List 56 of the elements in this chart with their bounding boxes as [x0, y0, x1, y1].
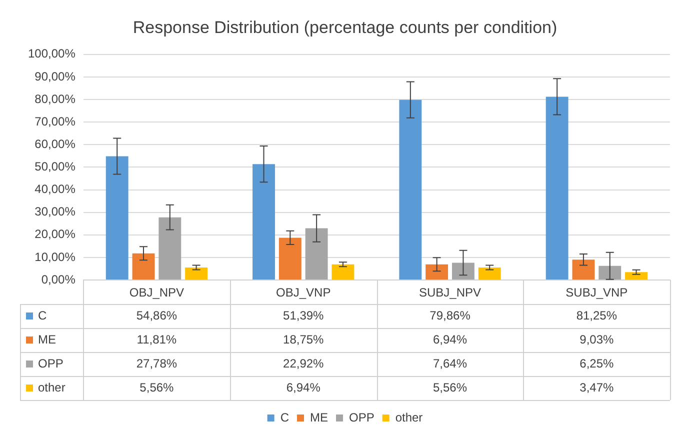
y-tick-label: 20,00% [34, 227, 76, 242]
legend-label: C [38, 308, 47, 322]
bar [598, 266, 622, 280]
y-tick-label: 100,00% [28, 46, 76, 61]
text: other [38, 380, 66, 394]
data-label: 22,92% [283, 356, 324, 370]
bar [158, 217, 182, 280]
y-tick-label: 50,00% [34, 160, 76, 174]
y-tick-label: 70,00% [34, 114, 76, 128]
data-label: 54,86% [136, 308, 178, 322]
bar [572, 260, 595, 280]
x-tick-label: OBJ_VNP [276, 286, 331, 300]
text: ME [310, 410, 328, 424]
data-label: 11,81% [136, 332, 177, 346]
bar [625, 272, 648, 280]
data-label: 18,75% [283, 332, 324, 346]
data-label: 3,47% [580, 380, 614, 394]
bar [399, 100, 422, 280]
data-label: 6,25% [580, 356, 614, 370]
data-label: 51,39% [283, 308, 324, 322]
y-tick-label: 0,00% [41, 272, 76, 286]
bar [332, 264, 354, 280]
text: C [280, 410, 289, 424]
y-tick-label: 30,00% [34, 204, 76, 219]
bar [106, 156, 128, 280]
data-label: 79,86% [430, 308, 471, 322]
legend-label: other [395, 410, 423, 424]
data-label: 27,78% [136, 356, 178, 370]
bar [452, 262, 474, 280]
bar [278, 238, 302, 280]
bar [252, 164, 275, 280]
bar [305, 228, 328, 280]
y-tick-label: 80,00% [34, 92, 76, 106]
bar [185, 267, 208, 280]
legend-label: OPP [38, 356, 64, 370]
y-tick-label: 90,00% [34, 69, 76, 84]
data-label: 5,56% [140, 380, 174, 394]
bar [478, 267, 501, 280]
x-tick-label: OBJ_NPV [129, 286, 184, 300]
legend-label: ME [38, 332, 56, 346]
data-label: 6,94% [286, 380, 321, 394]
data-label: 6,94% [433, 332, 468, 346]
data-label: 7,64% [433, 356, 468, 370]
data-label: 5,56% [433, 380, 468, 394]
x-tick-label: SUBJ_NPV [419, 286, 482, 300]
bar [426, 264, 448, 280]
text: OPP [348, 410, 374, 424]
data-label: 9,03% [580, 332, 614, 346]
data-label: 81,25% [576, 308, 618, 322]
y-tick-label: 60,00% [34, 136, 76, 151]
y-tick-label: 40,00% [34, 182, 76, 196]
bar [546, 96, 568, 280]
chart-title: Response Distribution (percentage counts per condition) [132, 18, 558, 37]
bar [132, 253, 155, 280]
x-tick-label: SUBJ_VNP [566, 286, 628, 300]
y-tick-label: 10,00% [34, 250, 76, 264]
